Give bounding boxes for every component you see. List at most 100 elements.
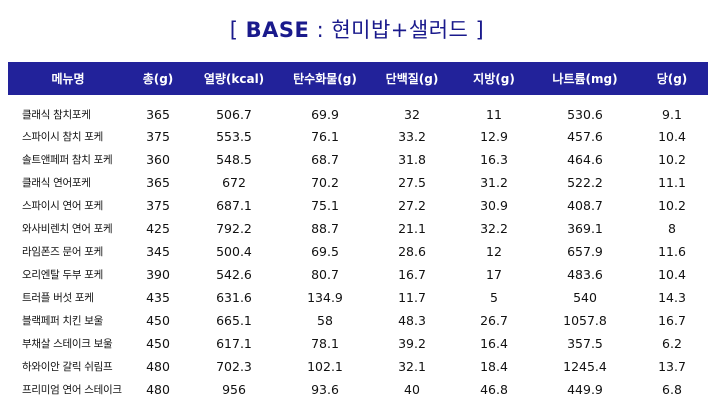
value-cell-calories-kcal: 542.6	[216, 267, 252, 282]
menu-name-cell: 스파이시 참치 포케	[22, 131, 103, 143]
column-header-sodium-mg: 나트륨(mg)	[552, 72, 618, 86]
page-title: [ BASE : 현미밥+샐러드 ]	[0, 14, 714, 44]
value-cell-total-g: 345	[146, 244, 170, 259]
value-cell-sodium-mg: 464.6	[567, 152, 603, 167]
title-base: BASE	[245, 18, 310, 42]
value-cell-sugar-g: 9.1	[662, 106, 682, 122]
value-cell-sugar-g: 6.8	[662, 382, 682, 397]
value-cell-fat-g: 32.2	[480, 221, 508, 236]
column-header-calories-kcal: 열량(kcal)	[203, 72, 265, 86]
value-cell-sugar-g: 14.3	[658, 290, 686, 305]
value-cell-sodium-mg: 530.6	[567, 106, 603, 122]
value-cell-fat-g: 30.9	[480, 198, 508, 213]
value-cell-calories-kcal: 500.4	[216, 244, 252, 259]
column-header-total-g: 총(g)	[142, 72, 174, 86]
value-cell-sugar-g: 8	[668, 221, 676, 236]
value-cell-calories-kcal: 665.1	[216, 313, 252, 328]
value-cell-sugar-g: 6.2	[662, 336, 682, 351]
value-cell-fat-g: 46.8	[480, 382, 508, 397]
value-cell-carbs-g: 88.7	[311, 221, 339, 236]
value-cell-calories-kcal: 548.5	[216, 152, 252, 167]
table-row: 블랙페퍼 치킨 보울 450 665.1 58 48.3 26.7 1057.8 16.7	[8, 309, 708, 332]
value-cell-calories-kcal: 631.6	[216, 290, 252, 305]
value-cell-total-g: 375	[146, 129, 170, 144]
title-open-bracket: [	[229, 18, 239, 42]
table-row: 와사비렌치 연어 포케 425 792.2 88.7 21.1 32.2 369.1 8	[8, 217, 708, 240]
value-cell-total-g: 365	[146, 106, 170, 122]
menu-name-cell: 트러플 버섯 포케	[22, 292, 94, 304]
value-cell-fat-g: 31.2	[480, 175, 508, 190]
value-cell-calories-kcal: 792.2	[216, 221, 252, 236]
value-cell-fat-g: 16.3	[480, 152, 508, 167]
column-header-menu-name: 메뉴명	[51, 72, 85, 86]
value-cell-protein-g: 27.5	[398, 175, 426, 190]
value-cell-calories-kcal: 687.1	[216, 198, 252, 213]
value-cell-sodium-mg: 449.9	[567, 382, 603, 397]
value-cell-protein-g: 32.1	[398, 359, 426, 374]
table-row: 트러플 버섯 포케 435 631.6 134.9 11.7 5 540 14.3	[8, 286, 708, 309]
value-cell-fat-g: 5	[490, 290, 498, 305]
value-cell-sugar-g: 11.1	[658, 175, 686, 190]
value-cell-carbs-g: 78.1	[311, 336, 339, 351]
menu-name-cell: 클래식 참치포케	[22, 108, 91, 121]
value-cell-sodium-mg: 357.5	[567, 336, 603, 351]
value-cell-sodium-mg: 457.6	[567, 129, 603, 144]
table-row: 클래식 참치포케 365 506.7 69.9 32 11 530.6 9.1	[8, 95, 708, 125]
column-header-carbs-g: 탄수화물(g)	[293, 72, 357, 86]
value-cell-total-g: 480	[146, 382, 170, 397]
table-row: 하와이안 갈릭 쉬림프 480 702.3 102.1 32.1 18.4 1245.4 13…	[8, 355, 708, 378]
table-row: 오리엔탈 두부 포케 390 542.6 80.7 16.7 17 483.6 10.4	[8, 263, 708, 286]
value-cell-carbs-g: 102.1	[307, 359, 343, 374]
value-cell-fat-g: 26.7	[480, 313, 508, 328]
table-row: 프리미엄 연어 스테이크 480 956 93.6 40 46.8 449.9 6.8	[8, 378, 708, 401]
value-cell-total-g: 425	[146, 221, 170, 236]
value-cell-carbs-g: 75.1	[311, 198, 339, 213]
menu-name-cell: 프리미엄 연어 스테이크	[22, 384, 122, 396]
value-cell-protein-g: 48.3	[398, 313, 426, 328]
value-cell-protein-g: 33.2	[398, 129, 426, 144]
value-cell-total-g: 375	[146, 198, 170, 213]
menu-name-cell: 클래식 연어포케	[22, 177, 91, 189]
value-cell-protein-g: 28.6	[398, 244, 426, 259]
menu-name-cell: 부채살 스테이크 보울	[22, 338, 113, 350]
value-cell-total-g: 365	[146, 175, 170, 190]
value-cell-sodium-mg: 408.7	[567, 198, 603, 213]
table-row: 솔트앤페퍼 참치 포케 360 548.5 68.7 31.8 16.3 464.6 10.2	[8, 148, 708, 171]
value-cell-fat-g: 18.4	[480, 359, 508, 374]
value-cell-protein-g: 16.7	[398, 267, 426, 282]
menu-name-cell: 라임폰즈 문어 포케	[22, 246, 103, 258]
value-cell-sugar-g: 10.4	[658, 267, 686, 282]
value-cell-calories-kcal: 553.5	[216, 129, 252, 144]
value-cell-sugar-g: 10.4	[658, 129, 686, 144]
title-close-bracket: ]	[475, 18, 485, 42]
value-cell-carbs-g: 69.5	[311, 244, 339, 259]
menu-name-cell: 하와이안 갈릭 쉬림프	[22, 361, 113, 373]
value-cell-calories-kcal: 617.1	[216, 336, 252, 351]
column-header-protein-g: 단백질(g)	[385, 72, 439, 86]
menu-name-cell: 블랙페퍼 치킨 보울	[22, 315, 103, 327]
menu-name-cell: 오리엔탈 두부 포케	[22, 269, 103, 281]
value-cell-sodium-mg: 1057.8	[563, 313, 607, 328]
value-cell-sugar-g: 10.2	[658, 198, 686, 213]
table-row: 클래식 연어포케 365 672 70.2 27.5 31.2 522.2 11.1	[8, 171, 708, 194]
title-colon: :	[309, 18, 332, 42]
menu-name-cell: 스파이시 연어 포케	[22, 200, 103, 212]
value-cell-fat-g: 11	[486, 106, 502, 122]
value-cell-sodium-mg: 657.9	[567, 244, 603, 259]
value-cell-protein-g: 32	[404, 106, 420, 122]
value-cell-carbs-g: 93.6	[311, 382, 339, 397]
value-cell-carbs-g: 70.2	[311, 175, 339, 190]
column-header-sugar-g: 당(g)	[656, 72, 688, 86]
value-cell-calories-kcal: 506.7	[216, 106, 252, 122]
table-row: 라임폰즈 문어 포케 345 500.4 69.5 28.6 12 657.9 11.6	[8, 240, 708, 263]
value-cell-fat-g: 12	[486, 244, 502, 259]
value-cell-calories-kcal: 956	[222, 382, 246, 397]
value-cell-total-g: 450	[146, 336, 170, 351]
value-cell-total-g: 360	[146, 152, 170, 167]
value-cell-fat-g: 17	[486, 267, 502, 282]
table-body: 클래식 참치포케 365 506.7 69.9 32 11 530.6 9.1 스파이시 참치 …	[8, 95, 708, 401]
value-cell-fat-g: 12.9	[480, 129, 508, 144]
value-cell-protein-g: 31.8	[398, 152, 426, 167]
value-cell-carbs-g: 58	[317, 313, 333, 328]
value-cell-calories-kcal: 702.3	[216, 359, 252, 374]
